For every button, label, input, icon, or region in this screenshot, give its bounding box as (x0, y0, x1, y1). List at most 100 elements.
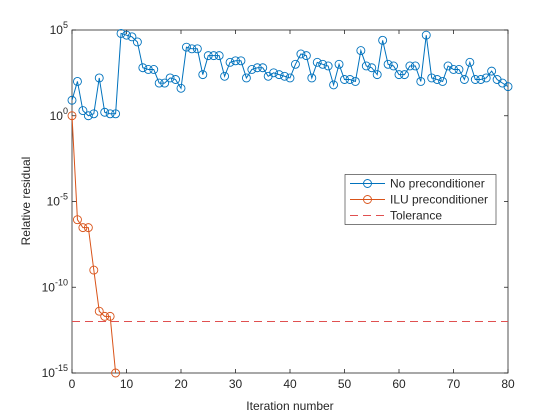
data-point (301, 51, 311, 61)
x-tick-label: 20 (174, 377, 188, 391)
y-tick-label: 10-10 (42, 277, 68, 294)
data-point (231, 56, 240, 66)
data-point (459, 75, 469, 84)
data-point (241, 73, 251, 83)
data-point (356, 46, 366, 56)
data-point (225, 57, 235, 67)
data-point (312, 57, 322, 67)
data-point (318, 59, 328, 69)
legend-label: No preconditioner (390, 177, 485, 191)
y-tick-label: 105 (50, 20, 68, 37)
data-point (132, 37, 142, 47)
data-point (334, 59, 344, 69)
data-point (160, 78, 170, 88)
data-point (405, 61, 415, 71)
x-tick-label: 30 (229, 377, 243, 391)
data-point (487, 66, 497, 76)
legend-label: ILU preconditioner (390, 193, 488, 207)
data-point (503, 82, 513, 92)
data-point (470, 75, 480, 84)
data-point (372, 70, 382, 80)
data-point (203, 51, 213, 61)
x-axis-label: Iteration number (246, 399, 333, 413)
x-tick-label: 70 (447, 377, 461, 391)
legend-marker (363, 179, 372, 188)
x-tick-label: 60 (392, 377, 406, 391)
data-point (285, 73, 295, 83)
data-point (421, 30, 431, 40)
data-point (454, 65, 464, 74)
data-point (220, 71, 230, 81)
data-point (476, 75, 486, 84)
data-point (378, 35, 388, 45)
data-point (89, 265, 99, 275)
data-point (400, 70, 409, 80)
data-point (361, 61, 371, 71)
x-tick-label: 50 (338, 377, 352, 391)
data-point (269, 68, 279, 78)
data-point (100, 311, 110, 321)
data-point (389, 61, 398, 71)
data-point (165, 73, 175, 83)
legend-marker (363, 195, 372, 204)
data-point (345, 75, 355, 84)
data-point (236, 56, 246, 66)
data-point (247, 65, 257, 74)
data-point (340, 75, 349, 84)
data-point (416, 76, 426, 86)
data-point (94, 306, 104, 316)
data-point (394, 70, 404, 80)
data-point (481, 73, 491, 83)
data-point (72, 76, 82, 86)
x-tick-label: 0 (69, 377, 76, 391)
data-point (383, 59, 393, 69)
data-point (214, 51, 224, 61)
data-point (154, 78, 164, 88)
x-tick-label: 40 (283, 377, 297, 391)
data-point (291, 59, 300, 69)
data-point (72, 215, 82, 225)
data-point (94, 73, 104, 83)
data-point (67, 111, 77, 121)
data-point (258, 63, 268, 73)
data-point (329, 80, 339, 90)
data-point (432, 75, 442, 84)
data-point (209, 51, 219, 61)
data-point (171, 75, 181, 84)
data-point (274, 70, 284, 80)
data-point (116, 28, 126, 38)
data-point (410, 61, 420, 71)
data-point (100, 107, 110, 117)
data-point (438, 76, 448, 86)
data-point (192, 44, 202, 54)
x-tick-label: 80 (501, 377, 515, 391)
data-point (323, 61, 333, 71)
y-tick-label: 10-15 (42, 363, 68, 380)
data-point (296, 49, 306, 59)
data-point (149, 65, 159, 74)
data-point (67, 95, 77, 105)
data-point (122, 30, 131, 40)
data-point (127, 32, 137, 42)
data-point (83, 111, 93, 121)
data-point (143, 65, 153, 74)
data-point (78, 223, 88, 233)
data-point (427, 73, 437, 83)
legend-label: Tolerance (390, 209, 442, 223)
data-point (449, 65, 458, 74)
data-point (89, 109, 99, 119)
y-tick-label: 100 (50, 106, 68, 123)
data-point (187, 44, 197, 54)
data-point (111, 368, 121, 378)
data-point (307, 73, 317, 83)
data-point (105, 109, 115, 119)
data-point (181, 42, 191, 52)
data-point (83, 223, 93, 233)
data-point (111, 109, 121, 119)
data-point (138, 63, 148, 73)
data-point (105, 311, 115, 321)
y-tick-label: 10-5 (47, 192, 68, 209)
data-point (280, 71, 289, 81)
y-axis-label: Relative residual (19, 157, 33, 246)
